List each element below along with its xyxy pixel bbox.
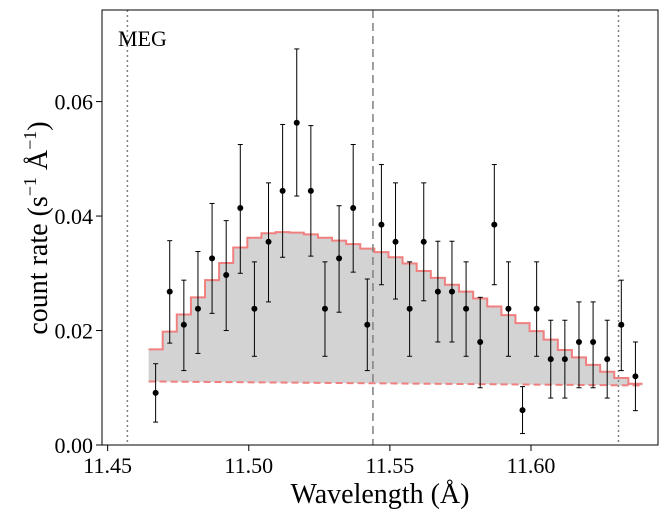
data-point-16: [378, 164, 385, 286]
data-marker: [547, 356, 554, 363]
data-marker: [223, 272, 230, 279]
data-marker: [194, 305, 201, 312]
data-marker: [251, 305, 258, 312]
data-marker: [392, 238, 399, 245]
data-marker: [434, 288, 441, 295]
data-point-5: [223, 220, 230, 332]
x-axis-label: Wavelength (Å): [291, 479, 470, 510]
data-point-29: [561, 319, 568, 399]
data-point-17: [392, 182, 399, 300]
data-marker: [336, 255, 343, 262]
data-marker: [209, 255, 216, 262]
data-marker: [180, 321, 187, 328]
data-point-24: [491, 164, 498, 286]
y-axis-label-sup1: −1: [20, 177, 40, 196]
data-point-31: [590, 301, 597, 389]
data-marker: [166, 288, 173, 295]
data-point-9: [279, 123, 286, 258]
data-marker: [604, 356, 611, 363]
data-point-25: [505, 261, 512, 357]
data-point-1: [166, 240, 173, 344]
data-marker: [618, 321, 625, 328]
y-tick-label: 0.04: [55, 204, 94, 229]
data-point-27: [533, 261, 540, 357]
data-marker: [265, 238, 272, 245]
data-point-18: [406, 261, 413, 357]
y-axis-label-main: count rate (s: [23, 196, 54, 334]
plot-frame: [101, 9, 659, 446]
x-tick-label: 11.60: [507, 453, 556, 478]
annotation-label: MEG: [118, 26, 167, 51]
y-tick-label: 0.02: [55, 319, 94, 344]
x-tick-label: 11.45: [83, 453, 132, 478]
data-point-2: [180, 279, 187, 372]
data-point-11: [307, 125, 314, 257]
data-point-4: [209, 202, 216, 314]
data-marker: [477, 338, 484, 345]
data-marker: [364, 321, 371, 328]
model-fill-area: [148, 232, 643, 386]
data-marker: [293, 119, 300, 126]
data-marker: [575, 338, 582, 345]
y-tick-label: 0.06: [55, 90, 94, 115]
data-point-0: [152, 363, 159, 423]
data-point-28: [547, 319, 554, 399]
data-marker: [321, 305, 328, 312]
axis-ticks: 11.45 11.50 11.55 11.60 0.00 0.02 0.04 0.06: [55, 90, 556, 478]
data-point-6: [237, 144, 244, 274]
data-marker: [420, 238, 427, 245]
y-tick-label: 0.00: [55, 433, 94, 458]
data-marker: [632, 373, 639, 380]
data-point-21: [448, 240, 455, 343]
data-point-32: [604, 319, 611, 399]
data-marker: [561, 356, 568, 363]
data-point-19: [420, 182, 427, 302]
data-point-13: [336, 205, 343, 313]
data-point-20: [434, 240, 441, 343]
y-axis-label-sup2: −1: [20, 131, 40, 150]
data-marker: [533, 305, 540, 312]
data-marker: [279, 187, 286, 194]
data-point-15: [364, 278, 371, 372]
plot-area: [126, 10, 643, 445]
data-marker: [378, 221, 385, 228]
data-marker: [406, 305, 413, 312]
y-axis-label-end: ): [23, 121, 54, 130]
data-point-10: [293, 48, 300, 197]
data-point-26: [519, 386, 526, 435]
data-marker: [307, 187, 314, 194]
y-axis-label-mid: Å: [23, 149, 54, 177]
background-line: [148, 380, 643, 387]
data-point-14: [350, 144, 357, 273]
x-tick-label: 11.55: [366, 453, 415, 478]
x-tick-label: 11.50: [224, 453, 273, 478]
data-marker: [237, 205, 244, 212]
data-marker: [448, 288, 455, 295]
data-point-7: [251, 261, 258, 357]
data-point-12: [321, 261, 328, 357]
data-point-30: [575, 301, 582, 389]
data-marker: [519, 407, 526, 414]
data-point-34: [632, 341, 639, 412]
y-axis-label: count rate (s−1 Å−1): [20, 121, 54, 334]
data-point-8: [265, 182, 272, 303]
data-marker: [463, 305, 470, 312]
data-marker: [505, 305, 512, 312]
data-marker: [350, 205, 357, 212]
data-point-22: [463, 261, 470, 357]
data-marker: [590, 338, 597, 345]
data-point-3: [194, 251, 201, 354]
data-point-23: [477, 296, 484, 389]
data-marker: [491, 221, 498, 228]
data-marker: [152, 389, 159, 396]
data-point-33: [618, 279, 625, 372]
